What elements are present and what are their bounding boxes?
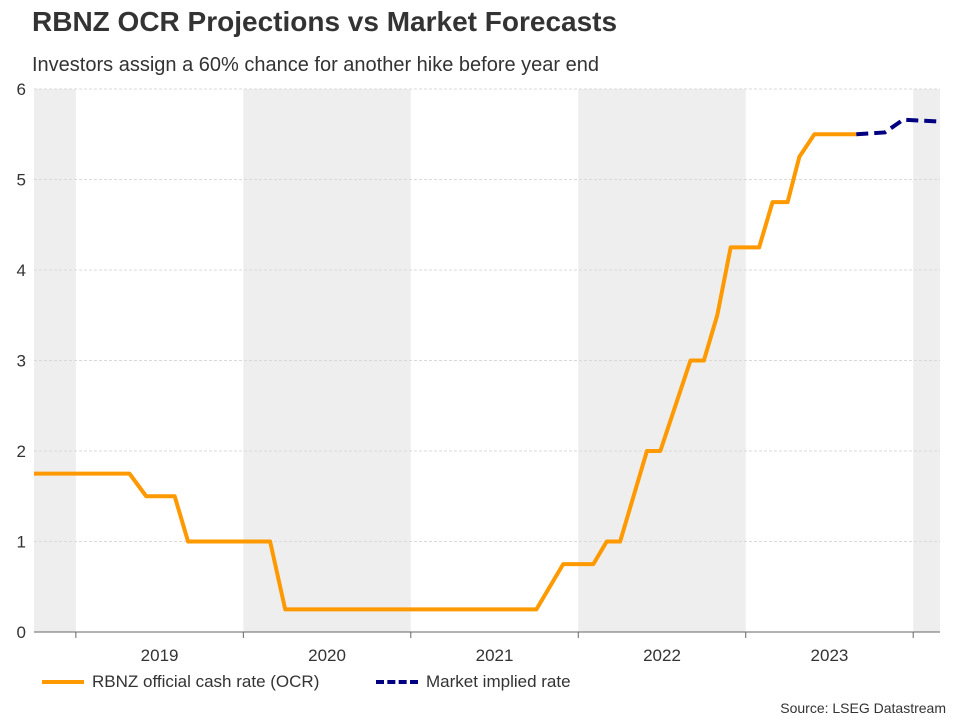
y-tick-label: 6 <box>17 80 26 99</box>
market-swatch <box>376 680 418 684</box>
y-tick-label: 3 <box>17 352 26 371</box>
x-tick-label: 2020 <box>308 646 346 665</box>
legend-item-market: Market implied rate <box>376 672 571 692</box>
y-tick-label: 1 <box>17 533 26 552</box>
x-tick-label: 2019 <box>141 646 179 665</box>
y-tick-label: 4 <box>17 261 26 280</box>
source-note: Source: LSEG Datastream <box>780 700 946 716</box>
legend-item-ocr: RBNZ official cash rate (OCR) <box>42 672 319 692</box>
ocr-swatch <box>42 680 84 684</box>
y-tick-label: 5 <box>17 171 26 190</box>
ocr-line <box>34 132 857 612</box>
x-tick-label: 2022 <box>643 646 681 665</box>
x-tick-label: 2023 <box>811 646 849 665</box>
y-tick-label: 2 <box>17 442 26 461</box>
legend-label-market: Market implied rate <box>426 672 571 691</box>
y-tick-label: 0 <box>17 623 26 642</box>
chart-subtitle: Investors assign a 60% chance for anothe… <box>32 54 600 76</box>
chart-title: RBNZ OCR Projections vs Market Forecasts <box>32 6 618 37</box>
x-tick-label: 2021 <box>476 646 514 665</box>
market-implied-line <box>856 117 941 137</box>
legend-label-ocr: RBNZ official cash rate (OCR) <box>92 672 320 691</box>
